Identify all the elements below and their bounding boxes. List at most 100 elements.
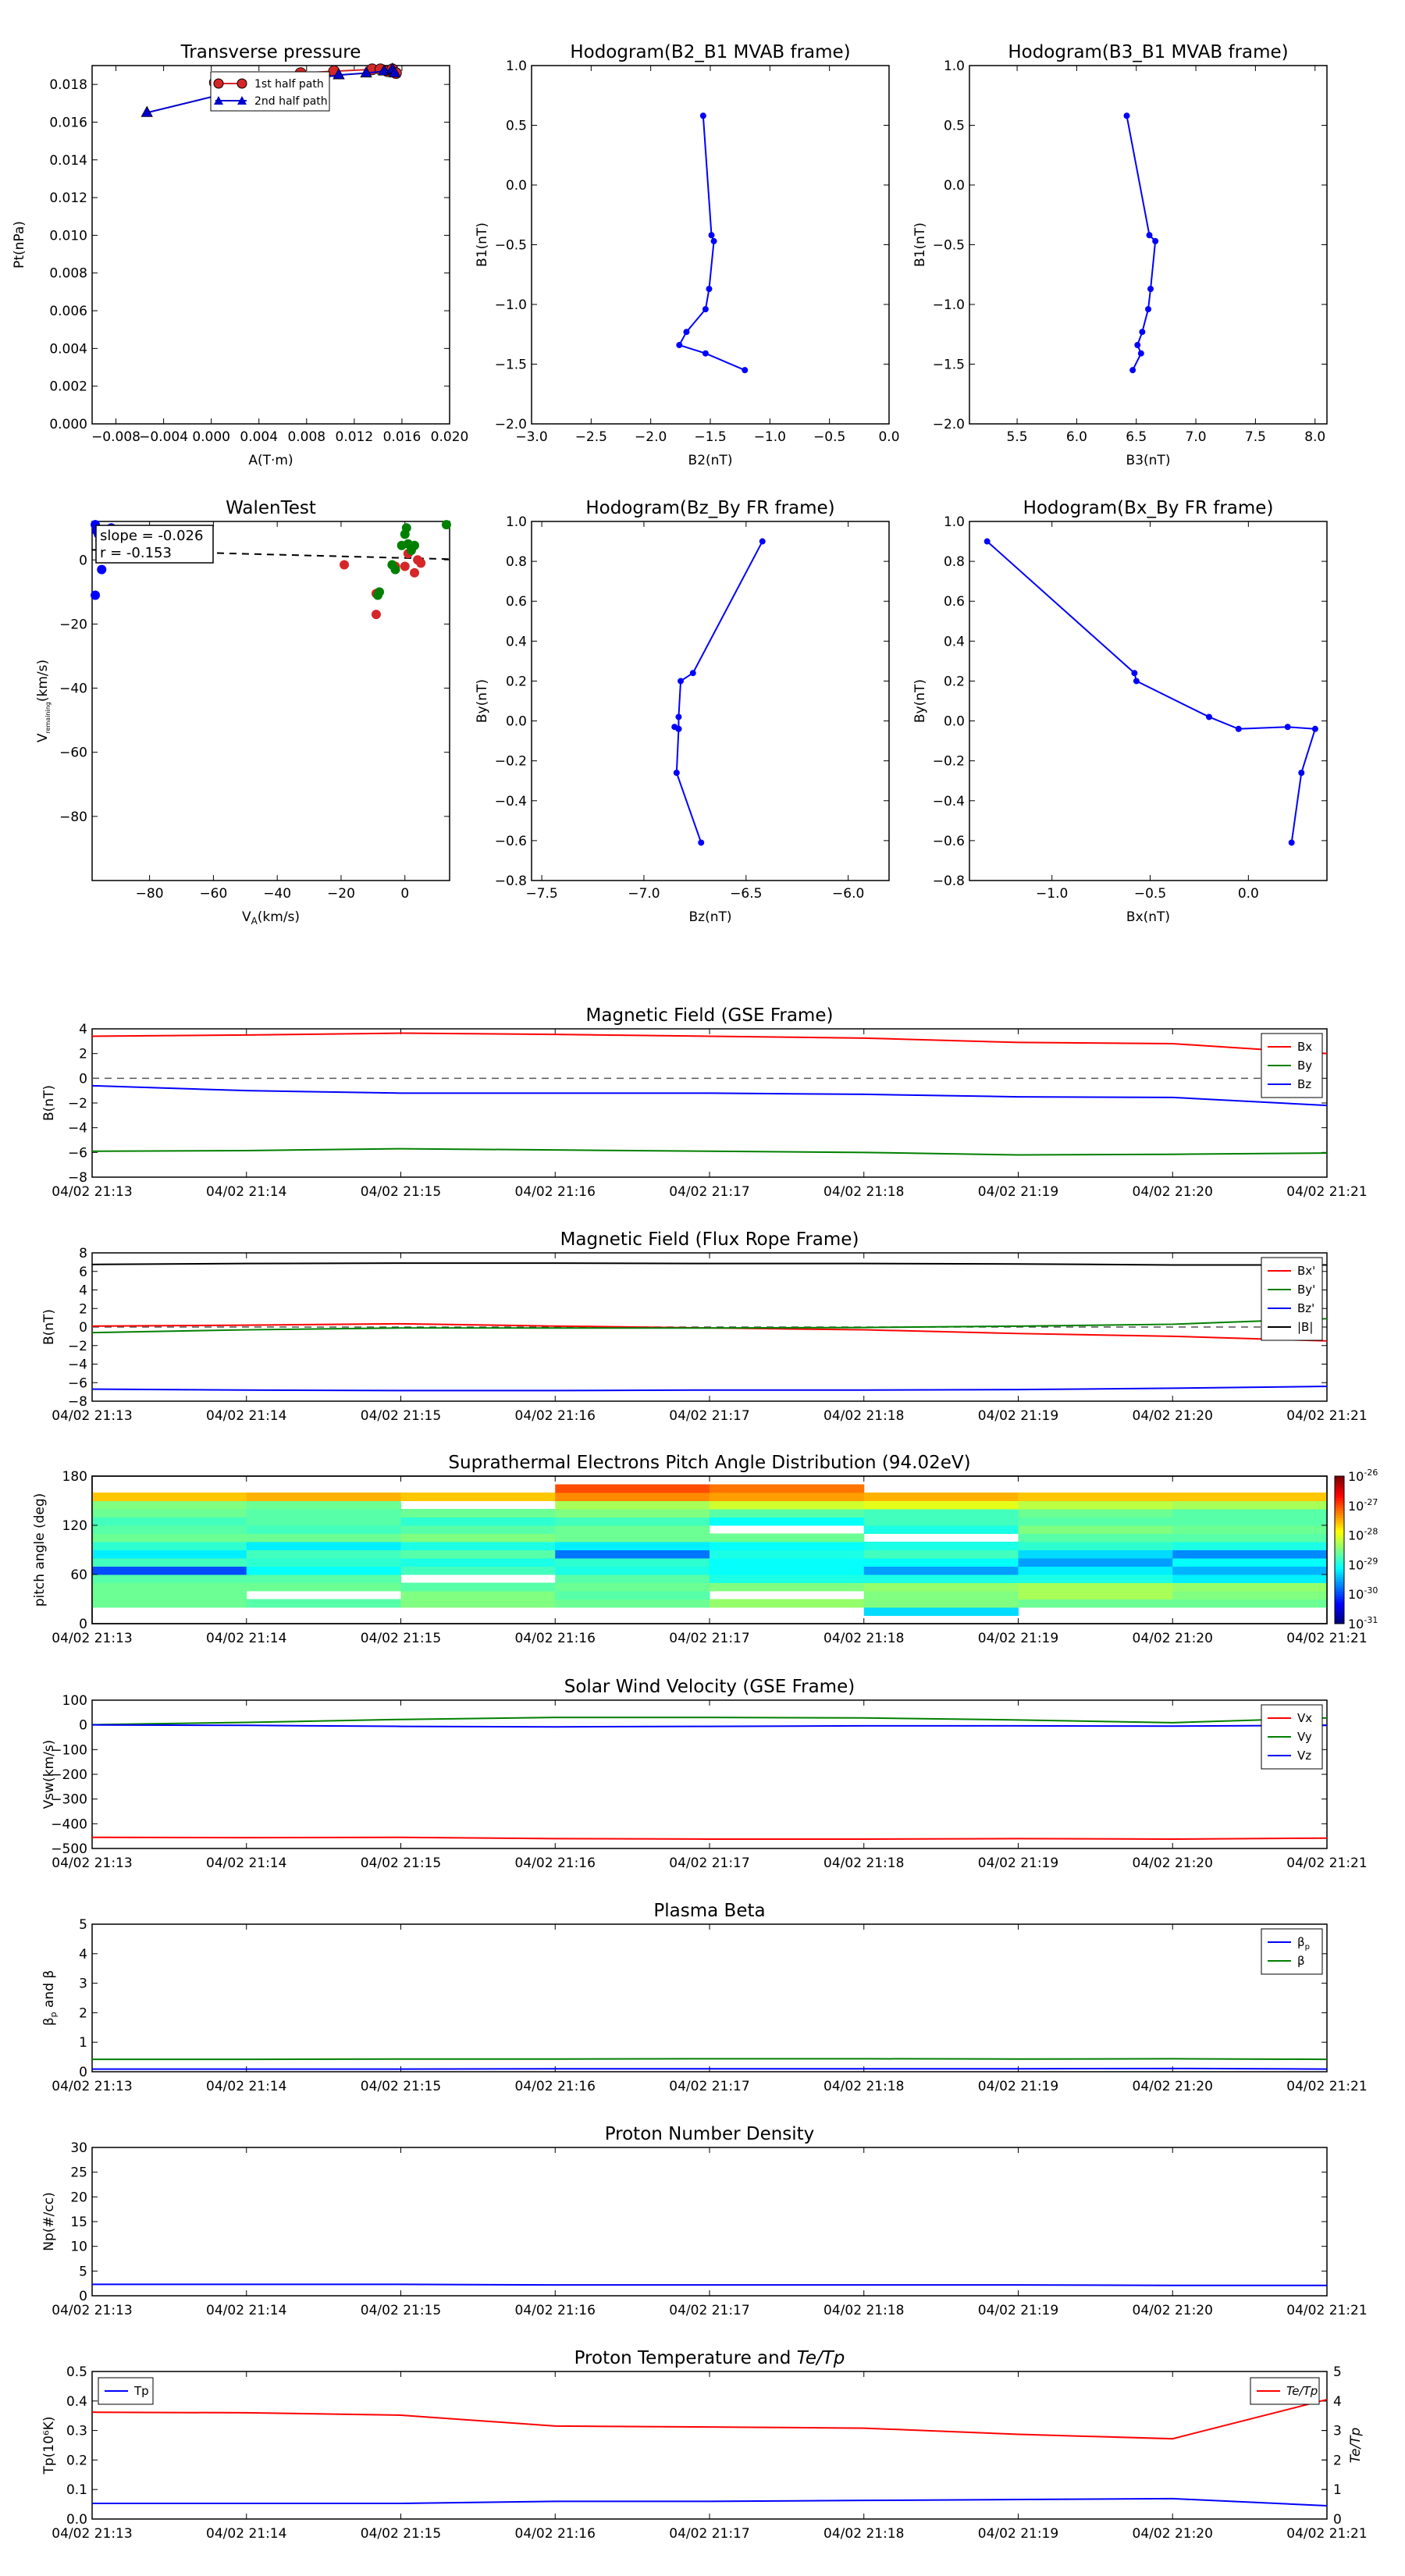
heatmap-cell bbox=[92, 1493, 247, 1501]
heatmap-cell bbox=[246, 1493, 401, 1501]
heatmap-cell bbox=[92, 1591, 247, 1599]
y-tick-label: −1.5 bbox=[495, 358, 527, 373]
colorbar-segment bbox=[1335, 1589, 1344, 1592]
legend-label: Bz' bbox=[1297, 1301, 1314, 1315]
chart-title: Magnetic Field (GSE Frame) bbox=[586, 1005, 834, 1026]
y-tick-label: 4 bbox=[79, 1022, 87, 1037]
plot-frame bbox=[969, 521, 1328, 881]
colorbar-segment bbox=[1335, 1564, 1344, 1568]
colorbar-tick-label: 10-29 bbox=[1348, 1556, 1378, 1572]
colorbar-segment bbox=[1335, 1520, 1344, 1524]
data-point bbox=[371, 610, 381, 620]
x-tick-label: 04/02 21:16 bbox=[515, 2079, 596, 2094]
legend-label: Te/Tp bbox=[1286, 2384, 1318, 2398]
x-tick-label: 04/02 21:14 bbox=[206, 2526, 286, 2542]
data-point bbox=[389, 66, 401, 78]
data-point bbox=[340, 560, 350, 570]
annotation-box bbox=[95, 525, 214, 564]
y-tick-label: 0.008 bbox=[49, 266, 87, 282]
y-tick-label: 0 bbox=[79, 1718, 87, 1734]
y-tick-label: −0.8 bbox=[495, 873, 527, 889]
legend-box bbox=[1261, 1033, 1323, 1098]
y-tick-label: 30 bbox=[70, 2140, 87, 2156]
y-tick-label: 0.6 bbox=[506, 594, 527, 610]
heatmap-cell bbox=[92, 1533, 247, 1542]
chart-bfr: Magnetic Field (Flux Rope Frame) 04/02 21… bbox=[41, 1229, 1368, 1424]
y-tick-label: 0.5 bbox=[506, 119, 527, 134]
x-tick-label: 04/02 21:14 bbox=[206, 1856, 286, 1871]
x-tick-label: 04/02 21:21 bbox=[1286, 1631, 1367, 1646]
x-tick-label: 04/02 21:16 bbox=[515, 1631, 596, 1646]
heatmap-cell bbox=[710, 1493, 865, 1501]
colorbar-segment bbox=[1335, 1485, 1344, 1489]
data-point bbox=[360, 66, 372, 78]
legend-box bbox=[1261, 1928, 1323, 1975]
x-tick-label: 0.020 bbox=[431, 429, 469, 445]
y-tick-label: −1.0 bbox=[933, 297, 965, 313]
y-tick-label: −0.6 bbox=[495, 834, 527, 849]
colorbar-segment bbox=[1335, 1522, 1344, 1526]
heatmap-cell bbox=[1018, 1493, 1173, 1501]
colorbar-segment bbox=[1335, 1562, 1344, 1565]
y-axis-label: Tp(10⁶K) bbox=[41, 2416, 57, 2475]
y-tick-label: 1.0 bbox=[506, 514, 527, 530]
y2-tick-label: 1 bbox=[1333, 2482, 1342, 2498]
heatmap-cell bbox=[1018, 1542, 1173, 1550]
legend-marker bbox=[237, 78, 247, 89]
y-tick-label: 0.004 bbox=[49, 341, 87, 357]
y2-tick-label: 4 bbox=[1333, 2394, 1342, 2410]
colorbar-segment bbox=[1335, 1614, 1344, 1617]
y-tick-label: 6 bbox=[79, 1265, 87, 1280]
heatmap-cell bbox=[863, 1591, 1019, 1599]
y-tick-label: 0 bbox=[79, 553, 87, 568]
heatmap-cell bbox=[246, 1582, 401, 1592]
series-line bbox=[91, 1262, 1327, 1266]
data-point bbox=[1284, 724, 1291, 731]
data-point bbox=[702, 350, 709, 357]
colorbar-segment bbox=[1335, 1483, 1344, 1487]
chart-title: Hodogram(B2_B1 MVAB frame) bbox=[570, 42, 850, 62]
y-tick-label: −200 bbox=[51, 1767, 87, 1783]
y2-tick-label: 2 bbox=[1333, 2453, 1342, 2468]
colorbar-segment bbox=[1335, 1599, 1344, 1603]
heatmap-cell bbox=[1018, 1599, 1173, 1608]
data-point bbox=[1123, 112, 1130, 119]
x-tick-label: −3.0 bbox=[515, 429, 547, 445]
legend-label: By' bbox=[1297, 1283, 1315, 1297]
x-tick-label: 04/02 21:17 bbox=[669, 2079, 749, 2094]
heatmap-cell bbox=[1172, 1599, 1328, 1608]
heatmap-cell bbox=[555, 1500, 710, 1510]
x-tick-label: 04/02 21:16 bbox=[515, 1856, 596, 1871]
data-point bbox=[1131, 670, 1138, 677]
y-tick-label: −0.4 bbox=[495, 794, 527, 809]
heatmap-cell bbox=[246, 1558, 401, 1567]
y-tick-label: 0 bbox=[79, 2289, 87, 2304]
y-axis-label: Pt(nPa) bbox=[12, 221, 27, 269]
heatmap-cell bbox=[400, 1509, 556, 1517]
heatmap-cell bbox=[1172, 1542, 1328, 1550]
y-tick-label: 0.2 bbox=[66, 2453, 87, 2468]
plot-frame bbox=[531, 65, 890, 425]
x-tick-label: 04/02 21:15 bbox=[361, 1856, 441, 1871]
chart-h4: Hodogram(Bx_By FR frame) −1.0 −0.5 0.0 −0.8 −… bbox=[912, 498, 1328, 925]
heatmap-cell bbox=[1172, 1500, 1328, 1510]
plot-frame bbox=[91, 2371, 1328, 2520]
y-tick-label: 2 bbox=[79, 1047, 87, 1062]
heatmap-cell bbox=[710, 1517, 865, 1526]
y-tick-label: −4 bbox=[68, 1121, 87, 1137]
chart-pad: Suprathermal Electrons Pitch Angle Distr… bbox=[32, 1453, 1378, 1646]
x-tick-label: 04/02 21:13 bbox=[52, 1184, 132, 1200]
colorbar-segment bbox=[1335, 1510, 1344, 1514]
legend-label: βp bbox=[1297, 1935, 1310, 1952]
x-tick-label: 04/02 21:13 bbox=[52, 2303, 132, 2318]
data-point bbox=[708, 232, 715, 239]
y-tick-label: −2.0 bbox=[933, 417, 965, 432]
legend-label: Vy bbox=[1297, 1730, 1312, 1744]
y-tick-label: −20 bbox=[59, 617, 87, 632]
x-tick-label: 0.012 bbox=[336, 429, 374, 445]
heatmap-cell bbox=[246, 1599, 401, 1608]
data-point bbox=[1235, 725, 1242, 732]
heatmap-cell bbox=[92, 1566, 247, 1575]
colorbar-segment bbox=[1335, 1525, 1344, 1528]
x-tick-label: 04/02 21:20 bbox=[1133, 2303, 1213, 2318]
